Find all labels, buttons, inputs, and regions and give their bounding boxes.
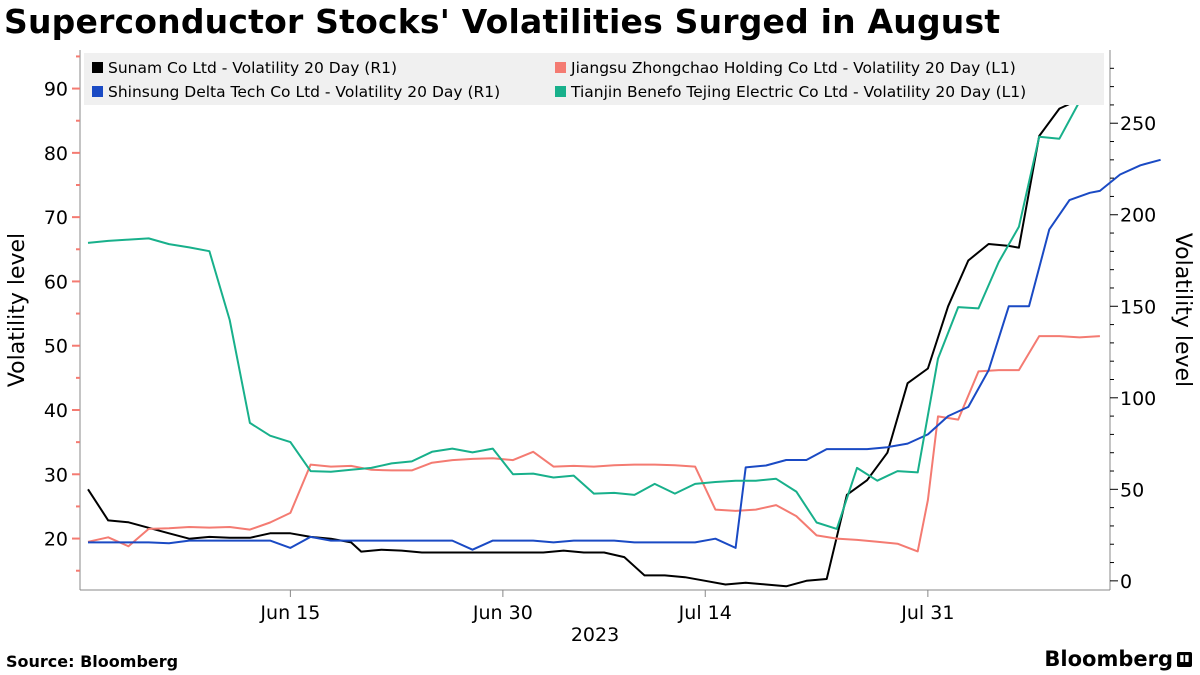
source-note: Source: Bloomberg [6, 652, 179, 671]
series-line-4 [87, 100, 1100, 530]
left-tick-label: 80 [44, 143, 68, 165]
chart-title: Superconductor Stocks' Volatilities Surg… [4, 2, 1001, 41]
legend-label-3: Shinsung Delta Tech Co Ltd - Volatility … [108, 83, 500, 101]
legend-swatch-1 [92, 62, 103, 73]
left-axis-label: Volatility level [5, 233, 30, 387]
series-line-2 [87, 335, 1100, 553]
legend-swatch-3 [92, 86, 103, 97]
legend-label-2: Jiangsu Zhongchao Holding Co Ltd - Volat… [570, 59, 1016, 77]
right-tick-label: 0 [1120, 571, 1132, 593]
left-tick-label: 30 [44, 464, 68, 486]
legend-box [84, 53, 1104, 105]
series-line-1 [87, 91, 1101, 588]
right-tick-label: 150 [1120, 296, 1156, 318]
left-tick-label: 90 [44, 79, 68, 101]
brand-name: Bloomberg [1044, 647, 1173, 671]
right-tick-label: 250 [1120, 113, 1156, 135]
legend-label-4: Tianjin Benefo Tejing Electric Co Ltd - … [570, 83, 1026, 101]
right-tick-label: 100 [1120, 388, 1156, 410]
legend-swatch-4 [555, 86, 566, 97]
x-axis-label: 2023 [571, 624, 619, 646]
brand-mark-icon: ▮▮ [1177, 651, 1192, 667]
legend-swatch-2 [555, 62, 566, 73]
right-tick-label: 200 [1120, 205, 1156, 227]
x-tick-label: Jul 14 [678, 602, 732, 624]
left-tick-label: 70 [44, 207, 68, 229]
left-tick-label: 50 [44, 336, 68, 358]
series-line-3 [88, 158, 1161, 551]
brand-logo: Bloomberg ▮▮ [1044, 647, 1192, 671]
left-tick-label: 20 [44, 529, 68, 551]
x-tick-label: Jun 30 [472, 602, 533, 624]
left-tick-label: 40 [44, 400, 68, 422]
right-axis-label: Volatility level [1170, 233, 1195, 387]
legend-label-1: Sunam Co Ltd - Volatility 20 Day (R1) [108, 59, 397, 77]
right-tick-label: 50 [1120, 479, 1144, 501]
x-tick-label: Jun 15 [259, 602, 320, 624]
left-tick-label: 60 [44, 271, 68, 293]
x-tick-label: Jul 31 [900, 602, 954, 624]
